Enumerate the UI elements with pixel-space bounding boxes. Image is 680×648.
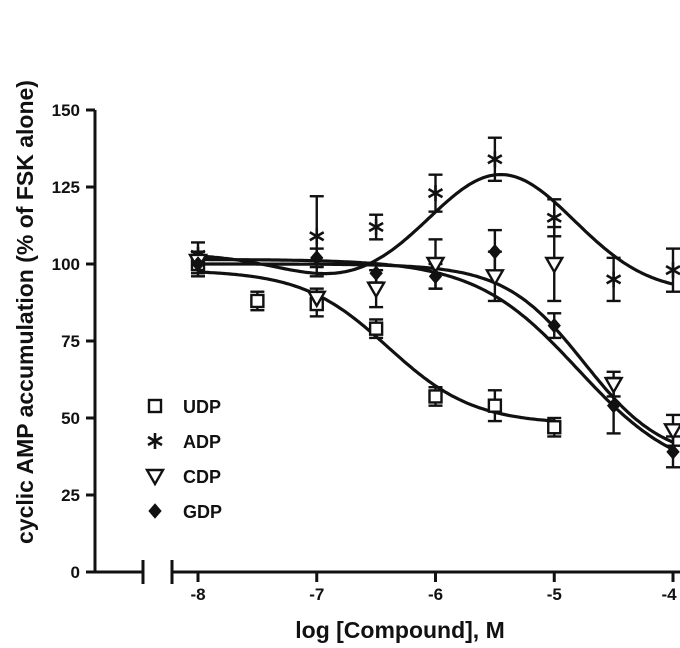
legend-entry-gdp: GDP: [148, 502, 222, 522]
point-adp: [606, 271, 622, 288]
data-points: [187, 151, 680, 460]
point-gdp: [310, 250, 324, 266]
point-udp: [368, 321, 384, 336]
point-cdp: [544, 256, 565, 275]
fit-curves: [197, 173, 674, 451]
x-tick-label: -4: [661, 585, 677, 604]
x-tick-label: -6: [428, 585, 443, 604]
y-tick-label: 75: [61, 332, 80, 351]
point-udp: [428, 389, 443, 404]
y-tick-label: 150: [52, 101, 80, 120]
legend-label-cdp: CDP: [183, 467, 221, 487]
point-udp: [487, 398, 503, 413]
legend-marker-adp: [147, 433, 163, 449]
legend-marker-udp: [147, 398, 163, 414]
point-adp: [546, 209, 562, 226]
point-gdp: [191, 256, 205, 272]
legend: UDP ADP CDP GDP: [144, 397, 222, 522]
point-gdp: [547, 317, 561, 334]
legend-marker-cdp: [144, 468, 166, 487]
x-axis-title: log [Compound], M: [295, 617, 505, 643]
x-tick-label: -5: [547, 585, 562, 604]
x-tick-label: -8: [190, 585, 205, 604]
fit-curve-cdp: [198, 262, 674, 444]
point-udp: [547, 420, 562, 435]
y-tick-label: 100: [52, 255, 80, 274]
point-cdp: [603, 376, 624, 395]
y-axis-title: cyclic AMP accumulation (% of FSK alone): [12, 80, 38, 544]
point-cdp: [662, 423, 680, 441]
x-tick-label: -7: [309, 585, 324, 604]
point-cdp: [425, 256, 446, 275]
legend-entry-udp: UDP: [147, 397, 221, 417]
point-gdp: [369, 265, 383, 282]
point-cdp: [366, 281, 387, 300]
point-adp: [487, 151, 503, 168]
point-adp: [309, 228, 325, 245]
y-tick-label: 50: [61, 409, 80, 428]
ticks: 0 25 50 75 100 125 150 -8 -7 -6 -5 -4: [52, 101, 677, 604]
point-adp: [427, 185, 444, 202]
legend-label-gdp: GDP: [183, 502, 222, 522]
y-tick-label: 25: [61, 486, 80, 505]
point-cdp: [484, 269, 505, 287]
point-udp: [250, 293, 265, 309]
point-gdp: [428, 268, 443, 285]
y-tick-label: 125: [52, 178, 80, 197]
legend-label-adp: ADP: [183, 432, 221, 452]
legend-entry-adp: ADP: [147, 432, 221, 452]
point-gdp: [666, 444, 680, 460]
point-gdp: [606, 397, 621, 414]
point-cdp: [306, 290, 327, 309]
legend-entry-cdp: CDP: [144, 467, 221, 487]
point-gdp: [488, 243, 502, 260]
legend-marker-gdp: [148, 503, 162, 519]
point-adp: [665, 262, 680, 279]
point-adp: [368, 219, 384, 236]
legend-label-udp: UDP: [183, 397, 221, 417]
y-tick-label: 0: [71, 563, 80, 582]
